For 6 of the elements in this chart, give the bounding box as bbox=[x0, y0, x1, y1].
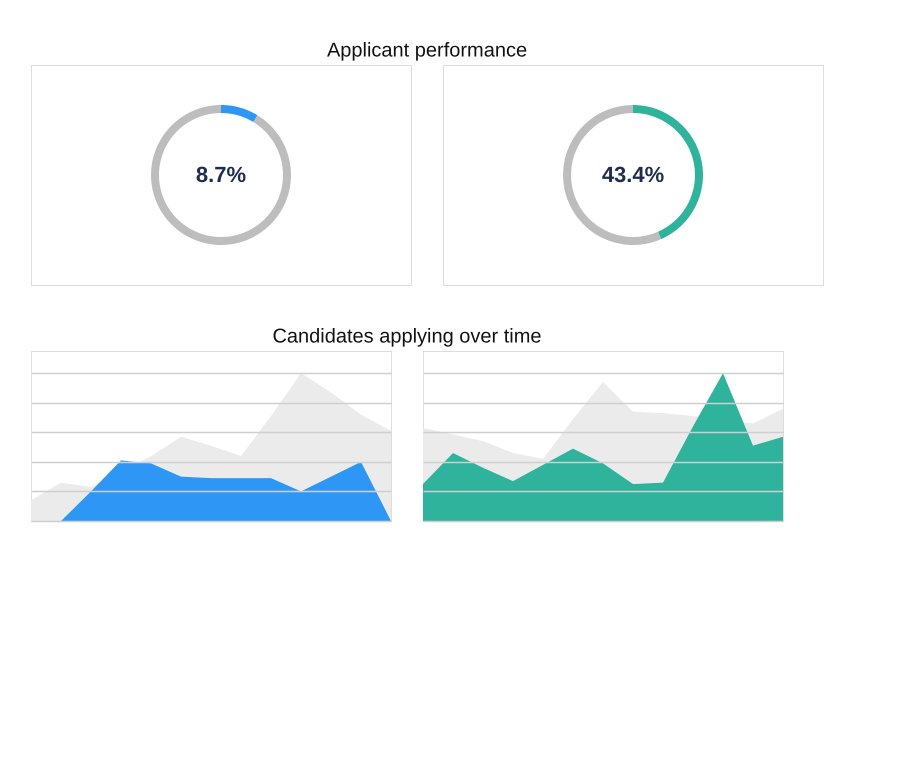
text: Applicant performance bbox=[326, 40, 528, 62]
chart-title: Candidates applying over time bbox=[272, 326, 542, 348]
donut-slice bbox=[221, 105, 258, 122]
donut-slice bbox=[151, 105, 291, 245]
data-label: 8.7% bbox=[196, 162, 246, 187]
data-label: 43.4% bbox=[602, 162, 664, 187]
